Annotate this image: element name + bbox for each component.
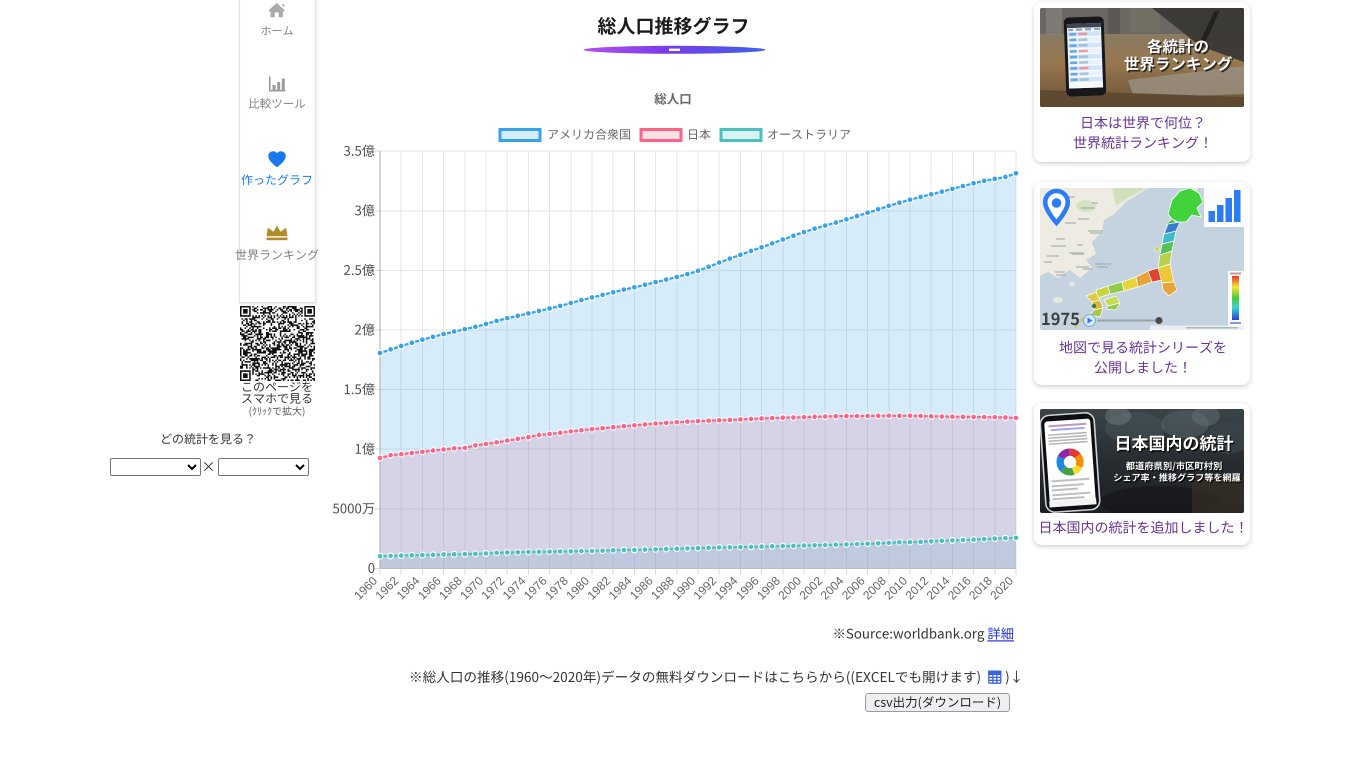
- svg-text:2020: 2020: [987, 573, 1016, 602]
